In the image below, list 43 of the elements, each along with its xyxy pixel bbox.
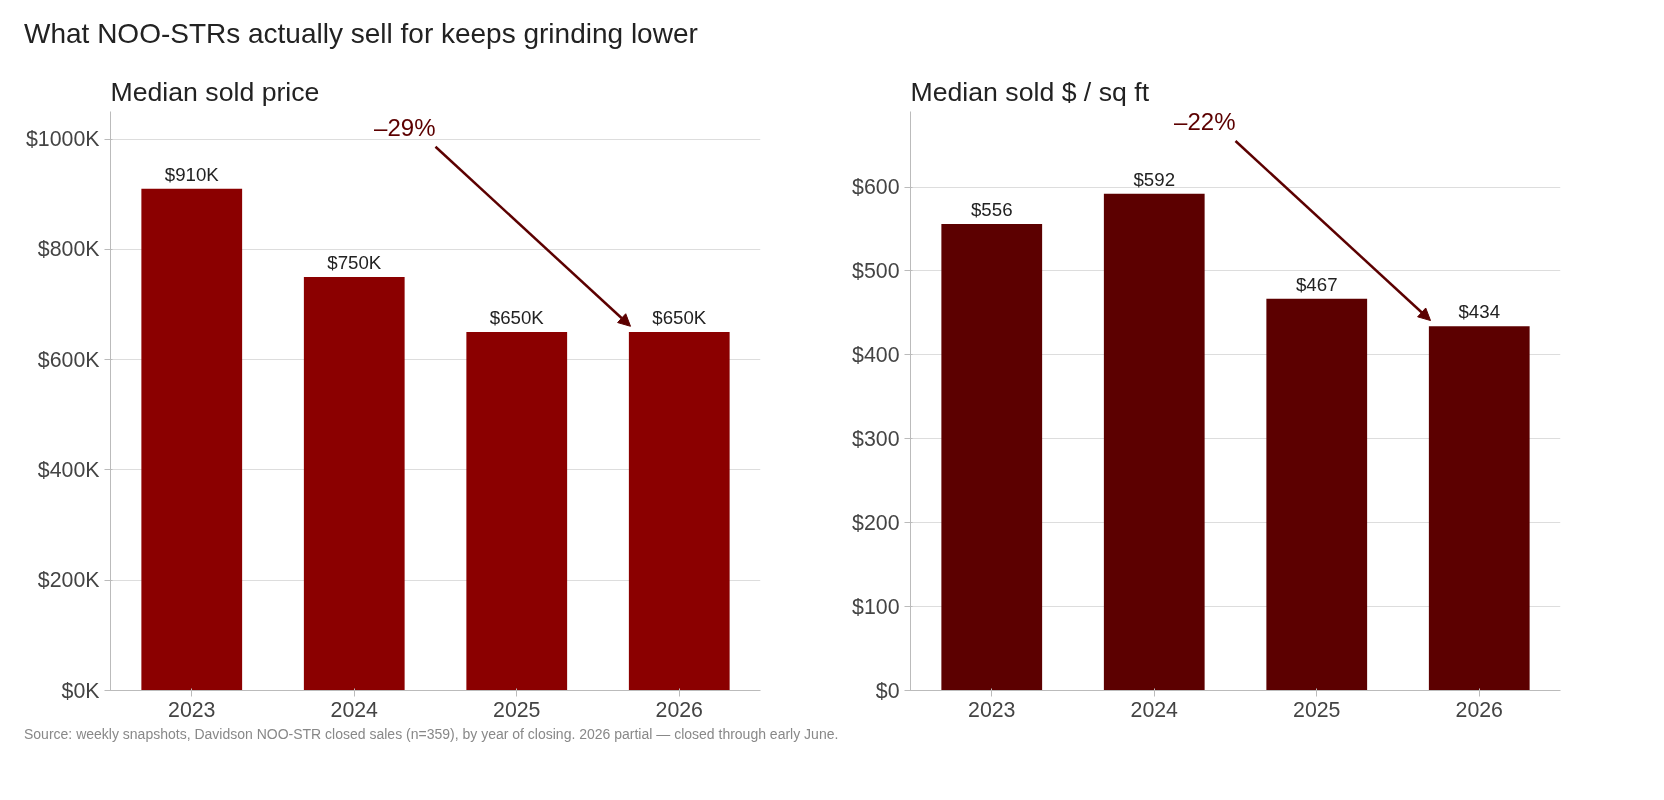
y-tick-label: $500 (852, 258, 900, 283)
y-tick-label: $400K (37, 457, 100, 482)
data-label: $434 (1458, 301, 1501, 323)
data-label: $467 (1296, 273, 1338, 295)
bar (941, 223, 1043, 691)
data-label: $592 (1133, 168, 1176, 190)
x-tick-label: 2025 (1293, 697, 1341, 722)
bar (628, 332, 730, 691)
x-tick-label: 2023 (968, 697, 1016, 722)
bar (141, 188, 243, 691)
chart-subtitle: Median sold $ / sq ft (910, 76, 1150, 107)
bar (466, 332, 568, 691)
x-tick-label: 2026 (1455, 697, 1503, 722)
x-tick-label: 2026 (655, 697, 703, 722)
y-tick-label: $600K (37, 347, 100, 372)
y-tick-label: $1000K (25, 127, 100, 152)
bar (1266, 298, 1368, 691)
y-tick-label: $0 (875, 678, 900, 703)
x-tick-label: 2024 (330, 697, 379, 722)
chart-subtitle: Median sold price (110, 76, 320, 107)
data-label: $650K (652, 307, 707, 329)
bar (1103, 193, 1205, 691)
data-label: $910K (164, 163, 220, 185)
y-tick-label: $0K (61, 678, 100, 703)
bar (1428, 326, 1530, 691)
y-tick-label: $100 (852, 594, 900, 619)
chart-title: What NOO-STRs actually sell for keeps grinding lower (24, 17, 698, 51)
y-tick-label: $200K (37, 568, 100, 593)
y-tick-label: $600 (852, 175, 900, 200)
annotation: –29% (374, 113, 436, 141)
source-note: Source: weekly snapshots, Davidson NOO-STR closed sales (n=359), by year of closing. 2026 partial — closed through early June. (24, 725, 839, 744)
x-tick-label: 2023 (168, 697, 216, 722)
y-tick-label: $300 (852, 426, 900, 451)
y-tick-label: $200 (852, 510, 900, 535)
y-tick-label: $800K (37, 237, 100, 262)
x-tick-label: 2024 (1130, 697, 1179, 722)
x-tick-label: 2025 (493, 697, 541, 722)
bar (303, 276, 405, 691)
annotation: –22% (1174, 108, 1236, 136)
data-label: $650K (489, 307, 545, 329)
data-label: $750K (327, 251, 382, 273)
data-label: $556 (971, 198, 1013, 220)
y-tick-label: $400 (852, 342, 900, 367)
